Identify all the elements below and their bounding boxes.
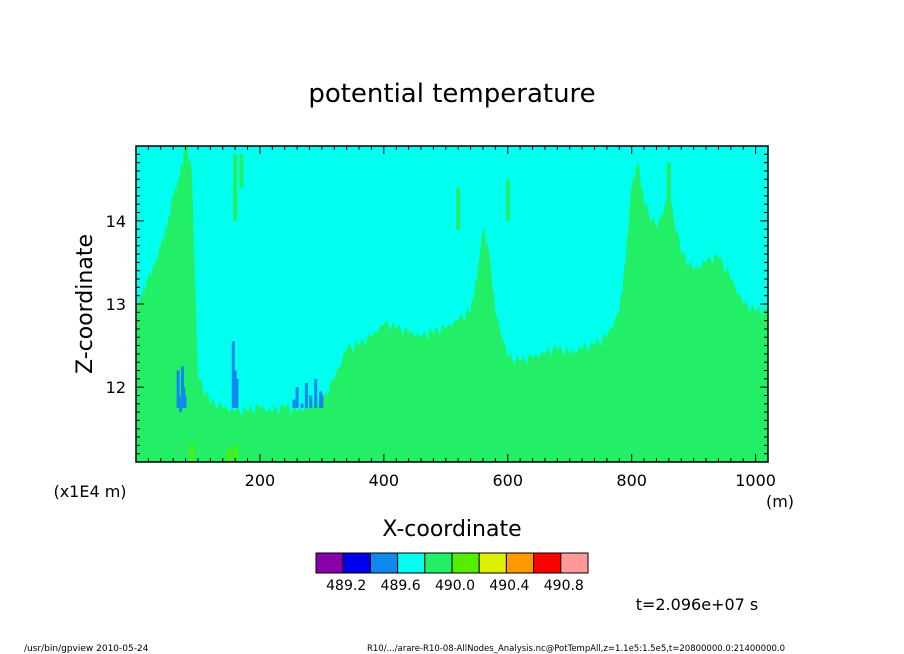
field-patch	[177, 395, 181, 408]
y-tick-label: 14	[106, 212, 126, 231]
colorbar-swatch	[560, 552, 589, 574]
x-axis-unit: (m)	[766, 492, 794, 511]
field-patch	[226, 449, 231, 462]
field-patch	[309, 395, 313, 408]
field-streak	[456, 187, 461, 230]
field-patch	[292, 399, 296, 408]
field-streak	[239, 154, 244, 188]
field-patch	[300, 403, 304, 408]
colorbar-label: 490.0	[435, 578, 475, 594]
field-streak	[233, 154, 238, 221]
field-patch	[189, 445, 194, 462]
colorbar-swatch	[315, 552, 344, 574]
y-tick-label: 12	[106, 378, 126, 397]
field-patch	[176, 370, 180, 408]
feature-layer	[176, 154, 671, 462]
x-axis: 200 400 600 800 1000	[135, 146, 776, 490]
colorbar-swatch	[533, 552, 562, 574]
field-patch	[235, 378, 239, 408]
field-patch	[304, 383, 308, 408]
y-axis: 12 13 14	[106, 145, 768, 455]
x-tick-label: 1000	[735, 471, 776, 490]
field-streak	[666, 162, 671, 221]
field-patch	[295, 387, 299, 408]
colorbar-swatch	[451, 552, 480, 574]
field-patch	[233, 370, 237, 408]
x-axis-label: X-coordinate	[382, 517, 521, 542]
field-patch	[231, 341, 235, 408]
colorbar-swatch	[342, 552, 371, 574]
x-tick-label: 200	[245, 471, 276, 490]
field-patch	[314, 378, 318, 408]
lower-field	[136, 146, 768, 462]
x-tick-label: 600	[492, 471, 523, 490]
footer-right: R10/.../arare-R10-08-AllNodes_Analysis.n…	[367, 644, 785, 654]
colorbar-label: 490.8	[544, 578, 584, 594]
field-patch	[320, 395, 324, 408]
x-tick-label: 400	[369, 471, 400, 490]
time-annotation: t=2.096e+07 s	[636, 595, 759, 614]
footer-left: /usr/bin/gpview 2010-05-24	[24, 644, 149, 654]
chart-title: potential temperature	[308, 79, 595, 109]
plot-area	[136, 146, 768, 462]
colorbar-swatch	[397, 552, 426, 574]
colorbar-swatch	[478, 552, 507, 574]
x-tick-label: 800	[616, 471, 647, 490]
field-patch	[179, 407, 183, 412]
colorbar-label: 489.6	[381, 578, 421, 594]
field-patch	[183, 395, 187, 408]
field-streak	[505, 179, 510, 221]
colorbar-swatch	[369, 552, 399, 574]
y-axis-label: Z-coordinate	[73, 234, 98, 374]
colorbar-swatch	[424, 552, 453, 574]
y-axis-unit: (x1E4 m)	[53, 482, 126, 501]
field-streak	[183, 154, 188, 255]
field-patch	[233, 445, 238, 462]
y-tick-label: 13	[106, 295, 126, 314]
colorbar: 489.2 489.6 490.0 490.4 490.8	[315, 552, 589, 594]
colorbar-label: 489.2	[326, 578, 366, 594]
colorbar-label: 490.4	[489, 578, 529, 594]
colorbar-swatch	[505, 552, 535, 574]
